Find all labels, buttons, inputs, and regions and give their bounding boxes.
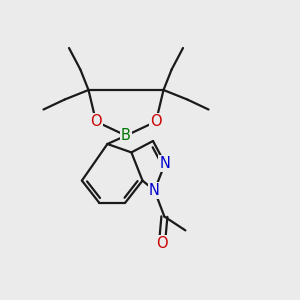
Text: O: O [150, 114, 162, 129]
Text: O: O [90, 114, 102, 129]
Text: N: N [149, 183, 160, 198]
Text: B: B [121, 128, 131, 143]
Text: N: N [160, 156, 170, 171]
Text: O: O [156, 236, 168, 251]
